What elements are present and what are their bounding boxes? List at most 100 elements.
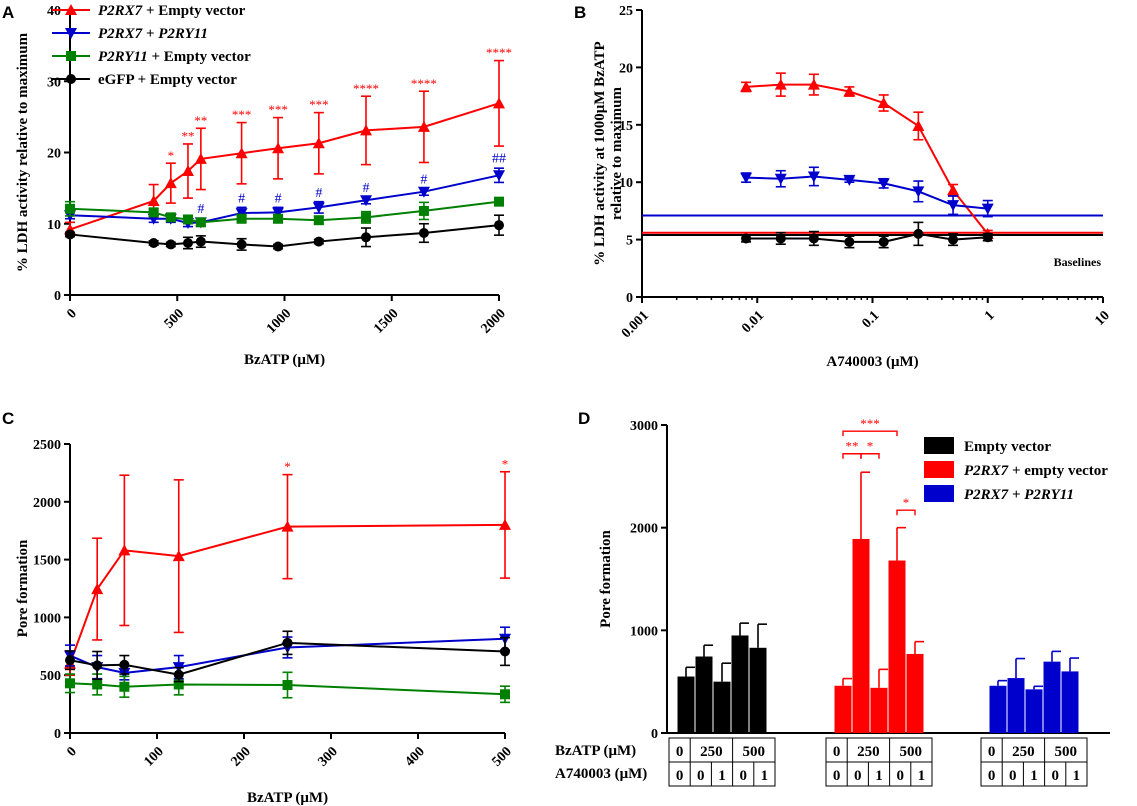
panel-d-p2rx7-p2ry11-bar xyxy=(1007,678,1025,733)
panel-a-legend-entry: P2RX7 + P2RY11 xyxy=(98,26,208,42)
panel-a-p2ry11-empty-vector-point xyxy=(236,213,247,224)
panel-letter-c: C xyxy=(2,409,14,428)
panel-b-chart: 0 5 10 15 20 25 0.001 0.01 0.1 1 10 A740003 (μM) % L… xyxy=(592,4,1113,370)
panel-b-y-tick-label: 5 xyxy=(626,234,633,249)
panel-c-p2rx7-empty-vector-point xyxy=(91,583,104,595)
panel-a-p2rx7-empty-vector-point xyxy=(312,137,325,149)
panel-a-p2rx7-p2ry11-point xyxy=(312,202,325,214)
panel-c-x-tick-label: 300 xyxy=(315,744,340,769)
panel-d-table-bzatp-cell: 250 xyxy=(857,744,880,760)
panel-a-egfp-empty-vector-point xyxy=(148,237,159,248)
panel-b-p2rx7-p2ry11-point xyxy=(981,203,994,215)
panel-a-significance-mark: # xyxy=(238,192,245,207)
panel-b-y-tick-label: 15 xyxy=(619,119,633,134)
panel-c-y-tick-label: 1000 xyxy=(33,611,61,626)
panel-a-p2ry11-empty-vector-point xyxy=(273,213,284,224)
panel-a-legend-marker xyxy=(65,4,77,15)
panel-b-y-axis-label-line: % LDH activity at 1000μM BzATP xyxy=(592,41,608,265)
panel-c-y-tick-label: 0 xyxy=(54,727,61,742)
panel-a-chart: 0 10 20 30 40 0 500 1000 1500 2000 BzATP (μM) % LDH… xyxy=(15,3,512,368)
panel-a-significance-mark: # xyxy=(315,186,322,201)
panel-c-p2ry11-empty-vector-point xyxy=(119,681,130,692)
panel-d-table-a740003-cell: 0 xyxy=(896,768,904,784)
panel-d-legend-swatch xyxy=(924,485,954,502)
panel-c-y-tick-label: 1500 xyxy=(33,554,61,569)
panel-d-table-a740003-cell: 1 xyxy=(761,768,769,784)
panel-b-p2rx7-empty-vector-point xyxy=(807,78,820,90)
panel-c-x-tick-label: 500 xyxy=(489,744,514,769)
panel-c-egfp-empty-vector-point xyxy=(282,637,293,648)
panel-d-significance-mark: * xyxy=(867,439,874,454)
panel-d-p2rx7-empty-vector-bar xyxy=(906,653,924,733)
panel-d-significance-mark: ** xyxy=(846,439,859,454)
panel-b-y-tick-label: 25 xyxy=(619,4,633,19)
panel-a-y-tick-label: 30 xyxy=(47,75,61,90)
panel-d-significance-bracket xyxy=(860,453,880,459)
panel-a-y-axis-label: % LDH activity relative to maximum xyxy=(15,32,31,272)
panel-d-empty-vector-bar xyxy=(731,635,749,733)
panel-b-x-tick-label: 0.1 xyxy=(859,308,882,331)
panel-a-egfp-empty-vector-point xyxy=(418,228,429,239)
panel-b-baselines-label: Baselines xyxy=(1054,255,1102,269)
panel-b-x-tick-label: 0.001 xyxy=(619,308,652,341)
panel-d-table-row1-label: BzATP (μM) xyxy=(555,743,636,759)
panel-a-p2rx7-p2ry11-point xyxy=(272,207,285,219)
panel-a-p2rx7-empty-vector-point xyxy=(194,152,207,164)
panel-a-legend-marker xyxy=(65,28,77,39)
panel-b-p2rx7-p2ry11-point xyxy=(947,200,960,212)
panel-c-significance-mark: * xyxy=(284,459,291,474)
panel-a-p2rx7-p2ry11-point xyxy=(235,208,248,220)
panel-b-y-tick-label: 20 xyxy=(619,61,633,76)
panel-c-egfp-empty-vector-point xyxy=(119,659,130,670)
panel-a-x-axis-label: BzATP (μM) xyxy=(244,352,325,368)
panel-d-significance-bracket xyxy=(896,509,916,516)
panel-a-legend-entry: P2RY11 + Empty vector xyxy=(98,49,251,65)
panel-a-p2rx7-empty-vector-point xyxy=(147,194,160,206)
panel-d-table-a740003-cell: 1 xyxy=(718,768,726,784)
panel-b-y-tick-label: 10 xyxy=(619,176,633,191)
panel-d-p2rx7-empty-vector-bar xyxy=(852,538,870,733)
panel-letter-b: B xyxy=(574,3,586,22)
panel-d-table-a740003-cell: 0 xyxy=(1009,768,1017,784)
panel-b-p2rx7-p2ry11-point xyxy=(740,172,753,184)
panel-d-table-bzatp-cell: 250 xyxy=(700,744,723,760)
panel-b-p2rx7-p2ry11-line xyxy=(746,175,988,210)
panel-a-egfp-empty-vector-point xyxy=(65,229,75,240)
panel-a-egfp-empty-vector-point xyxy=(494,220,504,231)
panel-c-p2rx7-empty-vector-point xyxy=(172,550,185,562)
panel-a-p2ry11-empty-vector-point xyxy=(182,214,193,225)
panel-a-p2ry11-empty-vector-point xyxy=(418,205,429,216)
panel-c-x-tick-label: 100 xyxy=(141,744,166,769)
panel-a-p2rx7-p2ry11-point xyxy=(493,170,505,182)
panel-c-x-axis-label: BzATP (μM) xyxy=(247,790,328,806)
panel-a-x-tick-label: 1500 xyxy=(371,306,401,336)
panel-b-p2rx7-p2ry11-point xyxy=(877,178,890,190)
panel-c-p2ry11-empty-vector-point xyxy=(500,689,510,700)
panel-a-p2ry11-empty-vector-point xyxy=(195,217,206,228)
panel-b-egfp-empty-vector-line xyxy=(746,232,988,243)
panel-c-y-tick-label: 2500 xyxy=(33,438,61,453)
panel-a-p2ry11-empty-vector-point xyxy=(65,203,75,214)
panel-b-p2rx7-empty-vector-point xyxy=(740,80,753,92)
panel-b-egfp-empty-vector-point xyxy=(948,234,959,245)
panel-c-p2rx7-empty-vector-point xyxy=(281,520,294,532)
panel-a-egfp-empty-vector-point xyxy=(165,239,176,250)
panel-d-y-tick-label: 2000 xyxy=(630,522,658,537)
panel-b-p2rx7-empty-vector-point xyxy=(843,85,856,97)
panel-d-table-a740003-cell: 1 xyxy=(918,768,926,784)
panel-a-egfp-empty-vector-point xyxy=(195,236,206,247)
panel-a-p2rx7-empty-vector-point xyxy=(164,177,177,189)
panel-d-table-bzatp-cell: 250 xyxy=(1012,744,1035,760)
panel-b-p2rx7-empty-vector-point xyxy=(912,119,925,131)
panel-d-table-bzatp-cell: 0 xyxy=(676,744,684,760)
panel-c-p2rx7-empty-vector-point xyxy=(499,518,511,530)
panel-c-p2ry11-empty-vector-point xyxy=(282,680,293,691)
panel-b-x-tick-label: 1 xyxy=(982,308,998,324)
panel-a-p2rx7-empty-vector-point xyxy=(181,165,194,177)
panel-b-egfp-empty-vector-point xyxy=(775,233,786,244)
panel-a-egfp-empty-vector-point xyxy=(361,232,372,243)
panel-d-p2rx7-p2ry11-bar xyxy=(1061,671,1079,733)
panel-b-x-tick-label: 0.01 xyxy=(739,308,767,336)
panel-d-significance-mark: *** xyxy=(860,416,880,431)
panel-d-legend-swatch xyxy=(924,461,954,478)
